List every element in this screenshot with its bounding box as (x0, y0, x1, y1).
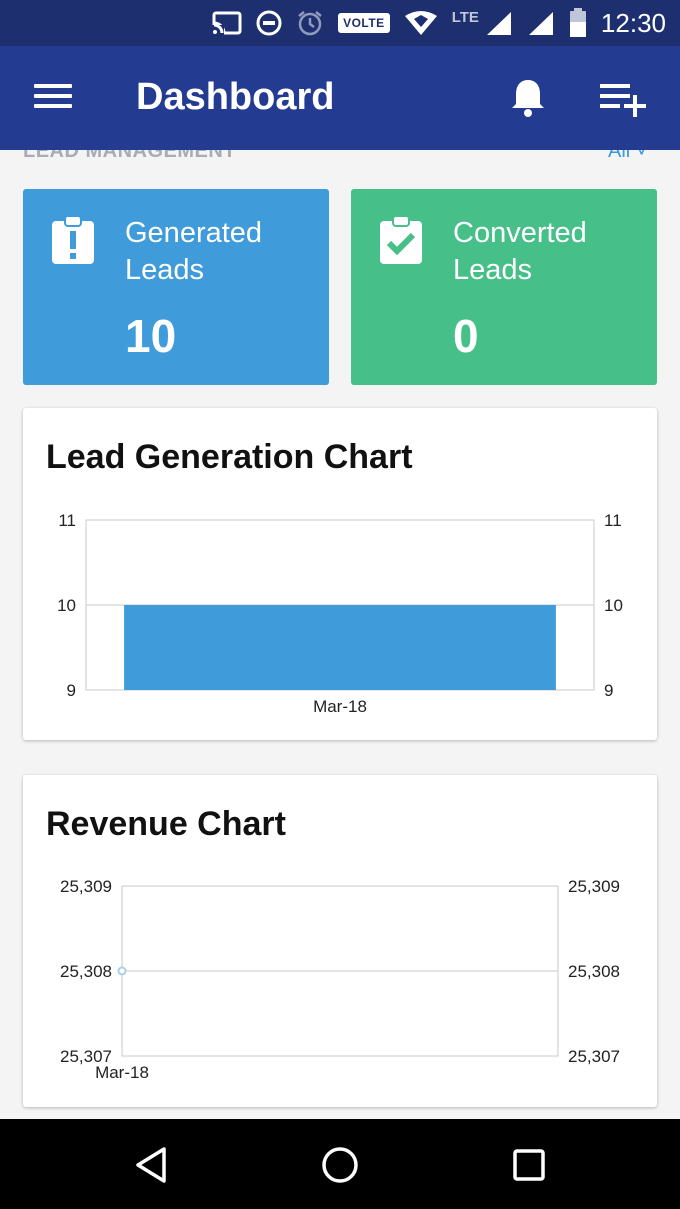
card-value: 0 (453, 310, 479, 362)
y-tick-label-right: 25,309 (568, 877, 620, 896)
y-tick-label-left: 25,308 (60, 962, 112, 981)
y-tick-label-left: 11 (58, 511, 76, 530)
clipboard-check-icon (379, 215, 423, 265)
nav-bar (0, 1119, 680, 1209)
clipboard-alert-icon (51, 215, 95, 265)
card-value: 10 (125, 310, 177, 362)
card-label: Generated Leads (125, 217, 263, 286)
lead-generation-chart: 11 11 10 10 9 9 Mar-18 (57, 511, 623, 716)
section-label: LEAD MANAGEMENT (23, 150, 237, 162)
status-bar: VOLTE LTE 12:30 (0, 0, 680, 46)
y-tick-label-right: 25,307 (568, 1047, 620, 1066)
bell-icon[interactable] (508, 76, 548, 120)
data-icon (404, 10, 438, 36)
y-tick-label-right: 25,308 (568, 962, 620, 981)
y-tick-label-left: 10 (57, 596, 76, 615)
x-tick-label: Mar-18 (95, 1063, 149, 1082)
back-icon[interactable] (130, 1143, 174, 1187)
converted-leads-card[interactable]: Converted Leads 0 (351, 189, 657, 385)
x-tick-label: Mar-18 (313, 697, 367, 716)
y-tick-label-right: 11 (604, 511, 622, 530)
section-row: LEAD MANAGEMENT All ˅ (0, 150, 680, 164)
home-icon[interactable] (318, 1143, 362, 1187)
revenue-chart-card: Revenue Chart 25,309 25,309 25,308 25,308 25… (23, 775, 657, 1107)
alarm-icon (296, 9, 324, 37)
generated-leads-card[interactable]: Generated Leads 10 (23, 189, 329, 385)
page-title: Dashboard (136, 76, 335, 118)
playlist-add-icon[interactable] (598, 80, 648, 120)
battery-icon (569, 8, 587, 38)
network-type: LTE (451, 8, 479, 26)
clock: 12:30 (600, 7, 666, 38)
cast-icon (212, 11, 242, 35)
volte-icon: VOLTE (338, 13, 390, 33)
filter-select[interactable]: All ˅ (608, 150, 647, 163)
y-tick-label-left: 25,307 (60, 1047, 112, 1066)
y-tick-label-right: 9 (604, 681, 613, 700)
bar (124, 605, 556, 690)
chevron-down-icon: ˅ (635, 150, 648, 162)
y-tick-label-left: 9 (67, 681, 76, 700)
y-tick-label-left: 25,309 (60, 877, 112, 896)
lead-generation-chart-card: Lead Generation Chart 11 11 10 10 9 9 Mar-18 (23, 408, 657, 740)
app-bar: Dashboard (0, 46, 680, 150)
signal-icon (485, 10, 513, 36)
recents-icon[interactable] (507, 1143, 551, 1187)
signal-icon (527, 10, 555, 36)
do-not-disturb-icon (256, 10, 282, 36)
chart-title: Revenue Chart (46, 805, 286, 843)
card-label: Converted Leads (453, 217, 587, 286)
y-tick-label-right: 10 (604, 596, 623, 615)
chart-title: Lead Generation Chart (46, 438, 413, 476)
data-point (117, 966, 127, 976)
menu-icon[interactable] (34, 84, 72, 112)
